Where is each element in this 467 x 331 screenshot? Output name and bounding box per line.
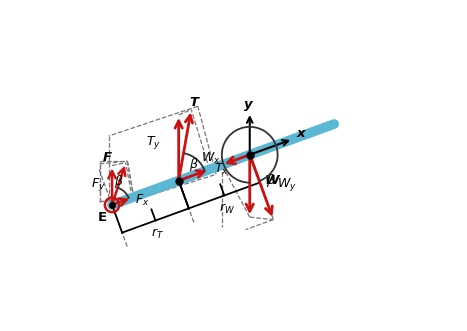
Text: $r_W$: $r_W$ [219, 202, 234, 216]
Text: $r_T$: $r_T$ [151, 227, 164, 241]
Text: F: F [103, 151, 112, 164]
Text: W: W [265, 174, 279, 187]
Text: E: E [97, 211, 106, 224]
Text: $F_y$: $F_y$ [91, 176, 105, 193]
Text: $\beta$: $\beta$ [113, 173, 123, 190]
Text: x: x [296, 127, 304, 140]
Text: $W_y$: $W_y$ [276, 176, 296, 193]
Text: $F_x$: $F_x$ [135, 193, 150, 208]
Text: $W_x$: $W_x$ [201, 151, 220, 166]
Text: y: y [244, 98, 253, 111]
Text: T: T [190, 96, 198, 109]
Text: $\beta$: $\beta$ [266, 172, 276, 189]
Text: $\beta$: $\beta$ [189, 156, 198, 172]
Text: $T_y$: $T_y$ [146, 134, 161, 151]
Text: $T_x$: $T_x$ [214, 162, 229, 177]
